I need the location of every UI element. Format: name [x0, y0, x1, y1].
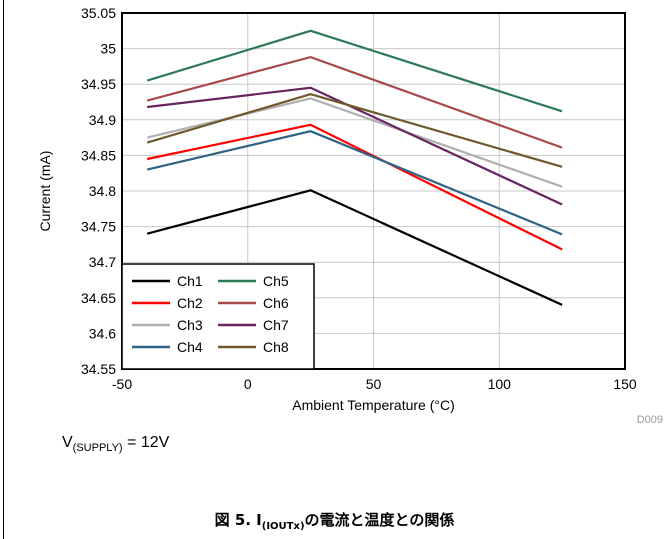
y-tick-label: 34.95: [81, 76, 116, 92]
x-tick-label: 50: [366, 376, 382, 392]
supply-voltage-note: V(SUPPLY) = 12V: [62, 434, 169, 454]
caption-suffix: の電流と温度との関係: [304, 511, 455, 529]
series-line-ch6: [146, 55, 563, 149]
series-line-ch8: [146, 93, 563, 168]
series-lines: [146, 29, 563, 306]
y-tick-label: 35: [100, 41, 116, 57]
series-line-ch3: [146, 97, 563, 188]
caption-subscript: (IOUTx): [261, 521, 305, 532]
x-tick-label: 150: [613, 376, 637, 392]
supply-note-subscript: (SUPPLY): [72, 442, 123, 454]
x-axis-label: Ambient Temperature (°C): [292, 397, 455, 413]
y-tick-label: 34.85: [81, 147, 116, 163]
y-tick-label: 34.8: [89, 183, 116, 199]
series-line-ch5: [146, 29, 563, 113]
x-tick-label: 100: [488, 376, 512, 392]
series-line-ch7: [147, 86, 563, 206]
legend-label-ch2: Ch2: [177, 295, 203, 311]
legend-label-ch7: Ch7: [263, 317, 289, 333]
series-line-ch4: [146, 130, 563, 236]
y-tick-label: 34.6: [89, 325, 116, 341]
figure-code: D009: [637, 414, 663, 426]
series-line-ch1: [146, 189, 563, 306]
caption-prefix: 図 5. I: [214, 511, 262, 529]
y-tick-label: 34.7: [89, 254, 116, 270]
legend-label-ch1: Ch1: [177, 273, 203, 289]
plot-frame: [121, 12, 626, 370]
supply-note-prefix: V: [62, 434, 73, 451]
y-tick-label: 35.05: [81, 5, 116, 21]
x-tick-label: -50: [112, 376, 132, 392]
y-tick-label: 34.75: [81, 219, 116, 235]
legend: Ch1 Ch2 Ch3 Ch4 Ch5 Ch6 Ch7 Ch8: [121, 263, 315, 370]
legend-label-ch3: Ch3: [177, 317, 203, 333]
series-line-ch2: [146, 123, 563, 251]
x-tick-label: 0: [244, 376, 252, 392]
y-tick-label: 34.55: [81, 361, 116, 377]
supply-note-suffix: = 12V: [122, 434, 170, 451]
y-tick-label: 34.65: [81, 290, 116, 306]
y-tick-label: 34.9: [89, 112, 116, 128]
legend-label-ch8: Ch8: [263, 339, 289, 355]
y-axis-label: Current (mA): [37, 151, 53, 232]
legend-label-ch4: Ch4: [177, 339, 203, 355]
legend-label-ch6: Ch6: [263, 295, 289, 311]
y-tick-labels: 35.05 35 34.95 34.9 34.85 34.8 34.75 34.7 34.65 3…: [81, 5, 116, 377]
page-left-rule: [3, 0, 4, 539]
x-tick-labels: -50 0 50 100 150: [112, 376, 637, 392]
figure-caption: 図 5. I(IOUTx)の電流と温度との関係: [0, 509, 669, 532]
legend-label-ch5: Ch5: [263, 273, 289, 289]
